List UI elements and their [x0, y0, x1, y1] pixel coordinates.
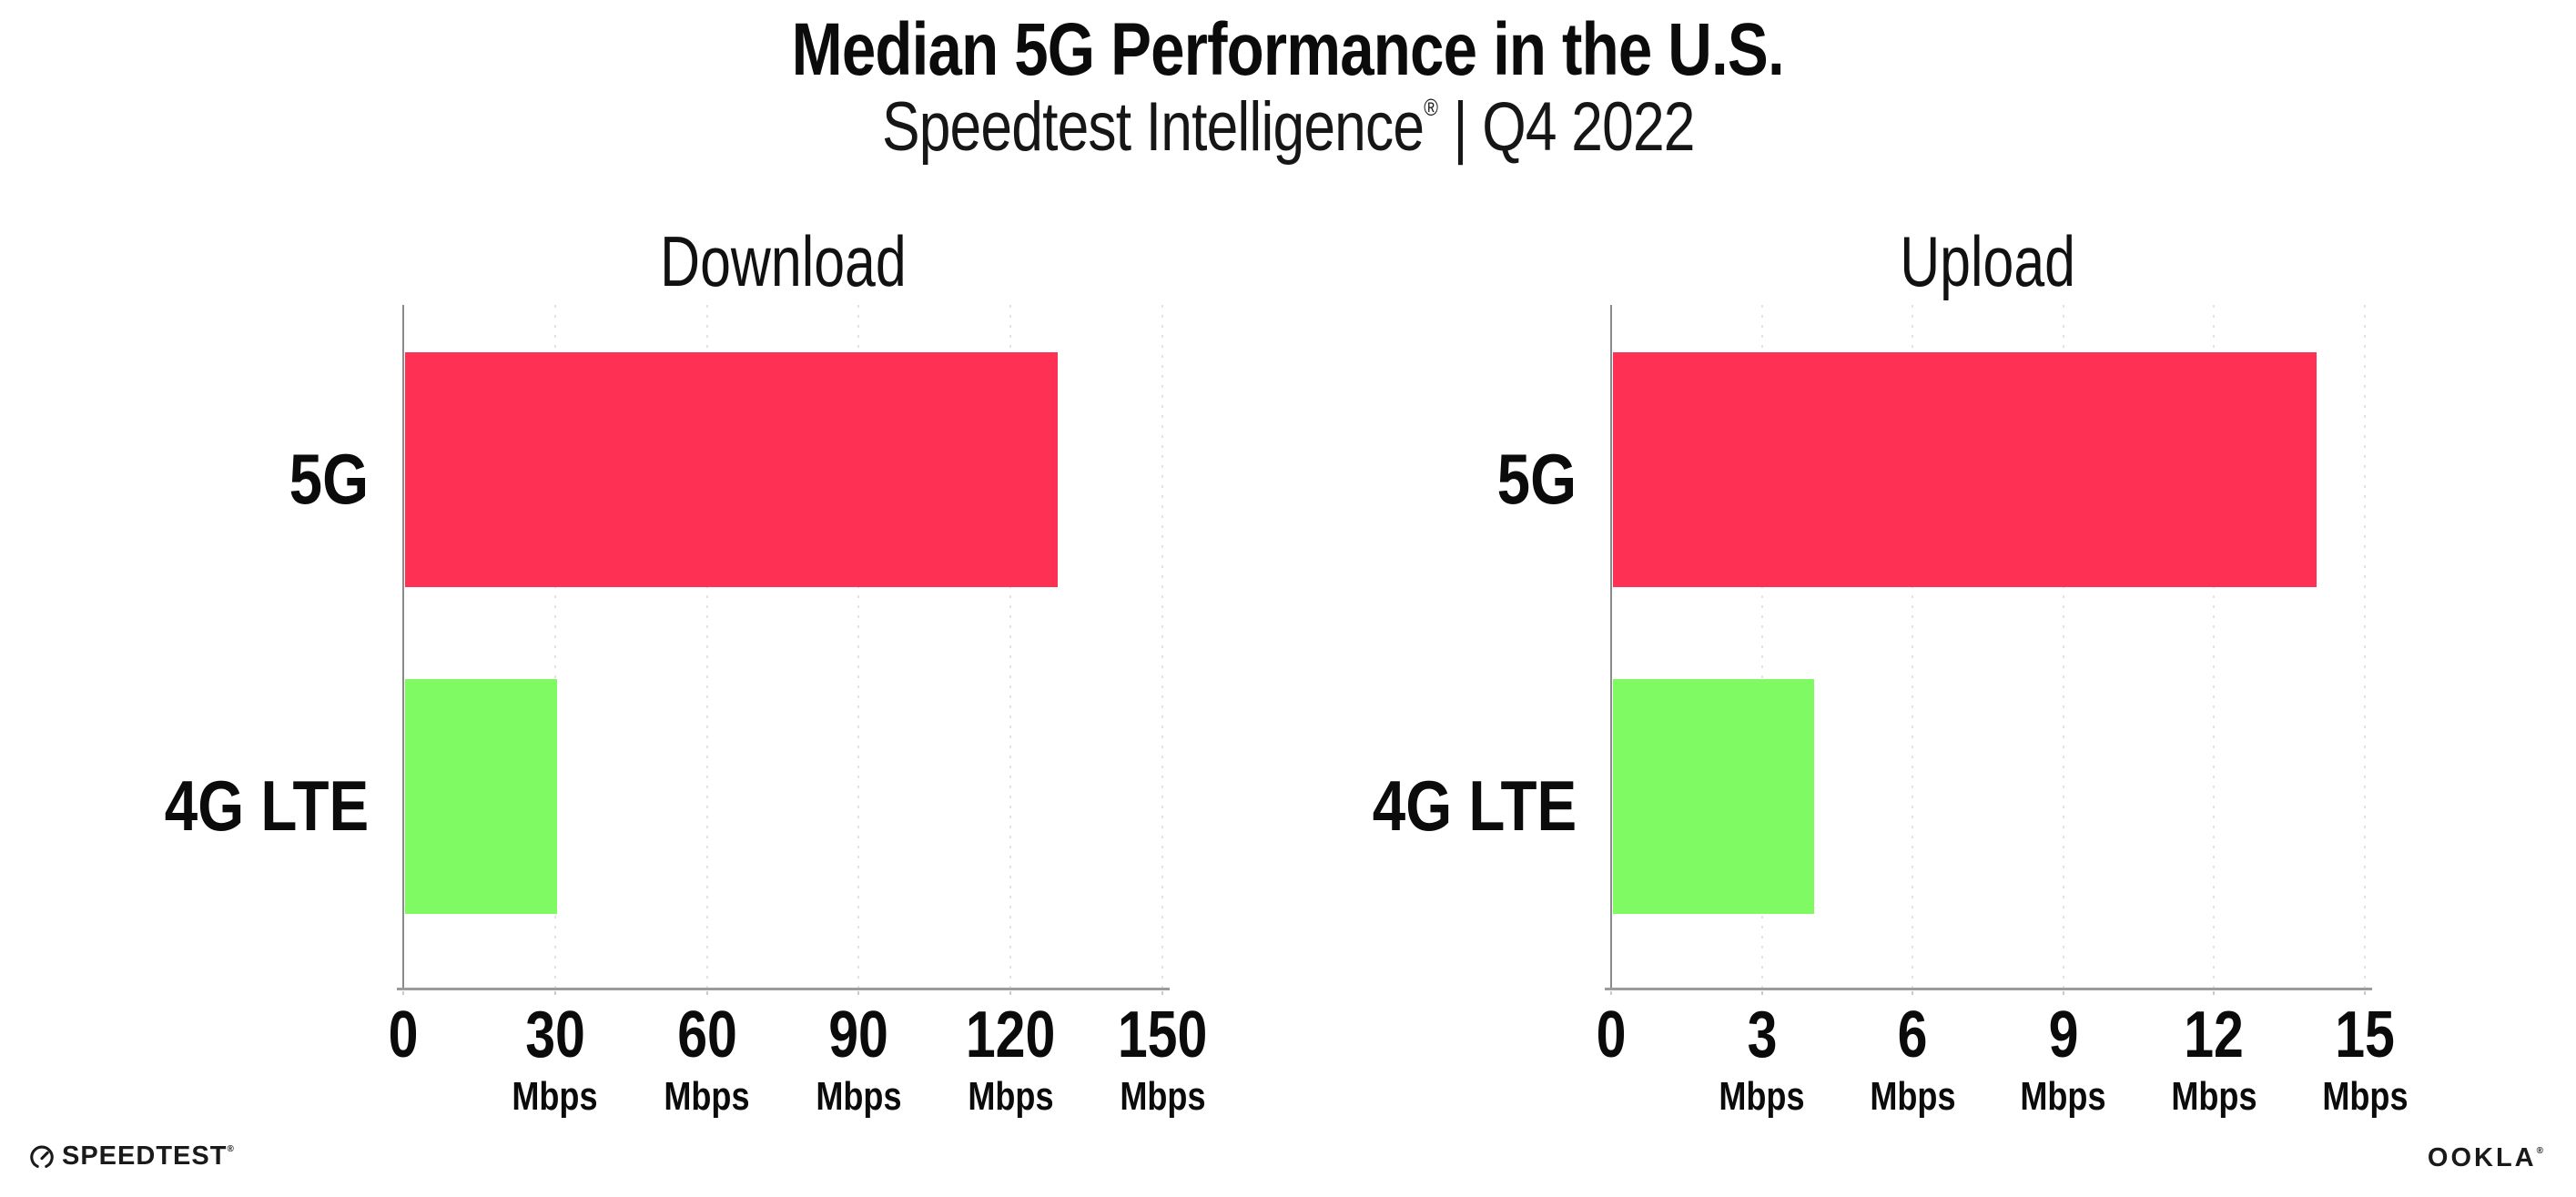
ookla-logo: OOKLA® — [2428, 1145, 2543, 1172]
x-tick-mark — [2062, 991, 2064, 995]
x-tick-value: 60 — [676, 999, 737, 1071]
x-tick-value: 12 — [2184, 999, 2245, 1071]
x-tick-label: 15 Mbps — [2283, 1002, 2447, 1117]
x-tick-value: 120 — [965, 999, 1056, 1071]
x-tick-value: 0 — [388, 999, 419, 1071]
gridline-15 — [2364, 305, 2366, 988]
x-tick-value: 15 — [2335, 999, 2395, 1071]
bar-4g-lte — [1613, 679, 1814, 914]
x-axis-line — [397, 988, 1170, 990]
x-tick-label: 0 — [321, 1002, 485, 1068]
y-axis-line — [1610, 305, 1612, 990]
chart-title-upload: Upload — [1900, 221, 2076, 301]
x-tick-unit: Mbps — [1719, 1074, 1805, 1119]
x-tick-label: 9 Mbps — [1982, 1002, 2145, 1117]
bar-5g — [405, 352, 1059, 587]
x-tick-mark — [857, 991, 860, 995]
registered-mark-icon: ® — [227, 1144, 234, 1154]
category-label-4g-lte: 4G LTE — [1372, 766, 1577, 846]
x-tick-unit: Mbps — [1119, 1074, 1206, 1119]
x-tick-label: 150 Mbps — [1080, 1002, 1244, 1117]
x-tick-unit: Mbps — [664, 1074, 750, 1119]
x-tick-value: 6 — [1897, 999, 1928, 1071]
registered-mark-icon: ® — [2536, 1146, 2543, 1156]
category-label-4g-lte: 4G LTE — [164, 766, 369, 846]
x-tick-label: 0 — [1529, 1002, 1693, 1068]
x-tick-mark — [1009, 991, 1012, 995]
x-tick-label: 12 Mbps — [2132, 1002, 2296, 1117]
speedtest-gauge-icon — [30, 1145, 54, 1168]
gridline-150 — [1161, 305, 1163, 988]
x-tick-unit: Mbps — [2171, 1074, 2257, 1119]
x-tick-label: 90 Mbps — [776, 1002, 940, 1117]
gridline-30 — [553, 305, 556, 988]
x-tick-unit: Mbps — [968, 1074, 1054, 1119]
x-tick-unit: Mbps — [1870, 1074, 1956, 1119]
gridline-9 — [2062, 305, 2064, 988]
x-tick-value: 150 — [1117, 999, 1208, 1071]
gridline-6 — [1912, 305, 1914, 988]
page-subtitle: Speedtest Intelligence® | Q4 2022 — [0, 93, 2576, 162]
x-tick-value: 3 — [1747, 999, 1778, 1071]
x-tick-mark — [553, 991, 556, 995]
x-tick-unit: Mbps — [2321, 1074, 2409, 1119]
x-tick-unit: Mbps — [816, 1074, 902, 1119]
x-tick-mark — [1161, 991, 1163, 995]
x-tick-value: 9 — [2048, 999, 2079, 1071]
x-tick-unit: Mbps — [512, 1074, 598, 1119]
subtitle-brand: Speedtest Intelligence — [881, 88, 1425, 166]
bar-4g-lte — [405, 679, 557, 914]
registered-mark-icon: ® — [1423, 94, 1438, 121]
x-tick-label: 3 Mbps — [1680, 1002, 1844, 1117]
x-tick-label: 6 Mbps — [1831, 1002, 1994, 1117]
gridline-3 — [1760, 305, 1763, 988]
x-tick-mark — [1760, 991, 1763, 995]
page-title: Median 5G Performance in the U.S. — [791, 8, 1785, 91]
x-tick-mark — [2364, 991, 2366, 995]
x-tick-value: 90 — [828, 999, 889, 1071]
chart-title-download: Download — [659, 221, 907, 301]
x-tick-mark — [1912, 991, 1914, 995]
subtitle-separator: | — [1437, 88, 1482, 166]
gridline-60 — [705, 305, 708, 988]
x-tick-unit: Mbps — [2020, 1074, 2106, 1119]
category-label-5g: 5G — [289, 439, 369, 519]
x-tick-mark — [1610, 991, 1612, 995]
speedtest-wordmark: SPEEDTEST® — [62, 1141, 234, 1171]
gridline-12 — [2213, 305, 2216, 988]
gridline-120 — [1009, 305, 1012, 988]
x-tick-label: 60 Mbps — [625, 1002, 789, 1117]
x-tick-mark — [402, 991, 404, 995]
speedtest-logo: SPEEDTEST® — [30, 1143, 234, 1170]
subtitle-period: Q4 2022 — [1481, 88, 1695, 166]
bar-5g — [1613, 352, 2317, 587]
x-tick-value: 30 — [524, 999, 585, 1071]
gridline-90 — [857, 305, 860, 988]
category-label-5g: 5G — [1496, 439, 1577, 519]
x-tick-label: 120 Mbps — [928, 1002, 1092, 1117]
x-tick-label: 30 Mbps — [473, 1002, 637, 1117]
x-tick-value: 0 — [1596, 999, 1627, 1071]
y-axis-line — [402, 305, 404, 990]
x-tick-mark — [705, 991, 708, 995]
x-axis-line — [1605, 988, 2372, 990]
ookla-wordmark: OOKLA — [2427, 1143, 2537, 1172]
x-tick-mark — [2213, 991, 2216, 995]
